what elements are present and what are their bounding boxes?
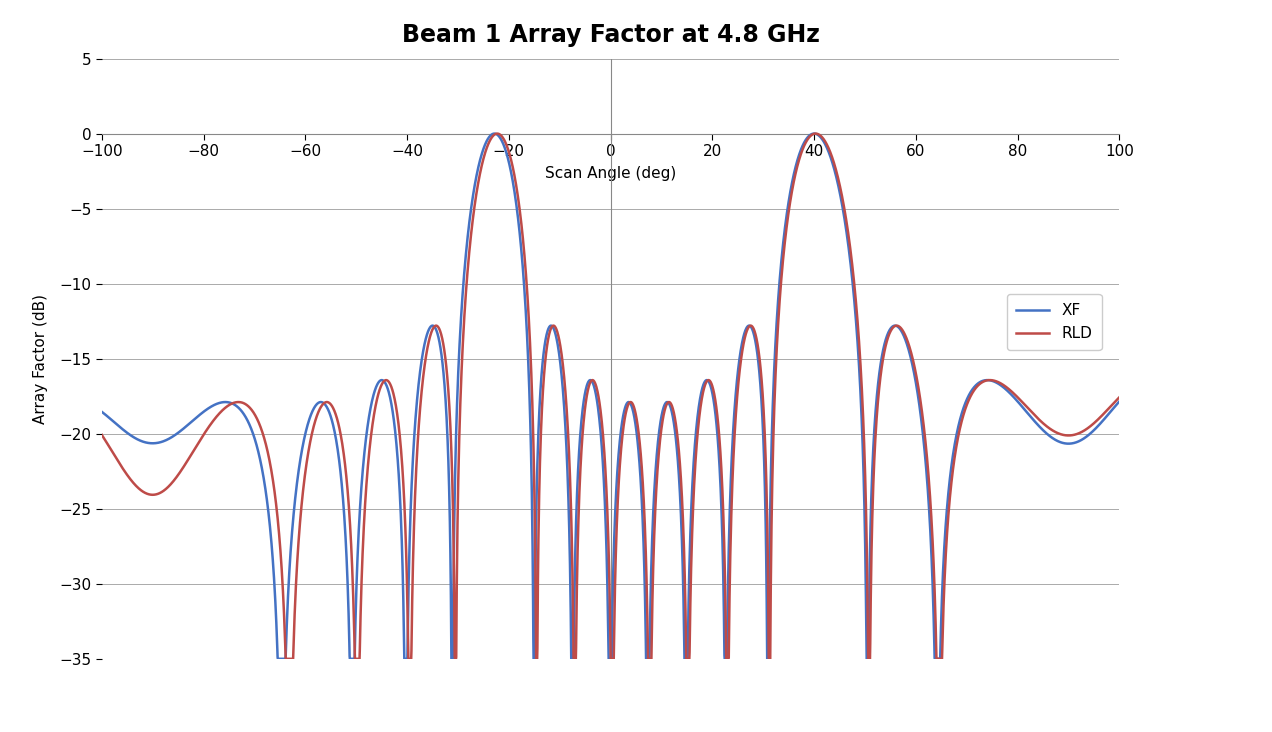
RLD [1030,414,1046,423]
XF [530,442,546,451]
XF [577,385,593,394]
XF [522,400,537,409]
RLD [490,129,505,138]
RLD [834,189,850,198]
XF [1112,397,1127,406]
Title: Beam 1 Array Factor at 4.8 GHz: Beam 1 Array Factor at 4.8 GHz [402,23,819,47]
XF [1081,430,1096,439]
XF [270,654,285,663]
RLD [279,654,294,663]
Line: XF: XF [102,133,1119,659]
Line: RLD: RLD [102,133,1119,659]
XF [1030,421,1046,430]
XF [487,129,502,138]
RLD [577,398,593,407]
RLD [1112,393,1127,402]
RLD [1081,423,1096,432]
RLD [530,578,546,586]
XF [94,408,109,417]
Y-axis label: Array Factor (dB): Array Factor (dB) [33,294,48,424]
Legend: XF, RLD: XF, RLD [1006,294,1102,351]
RLD [94,430,109,439]
XF [834,197,850,206]
RLD [522,333,537,342]
X-axis label: Scan Angle (deg): Scan Angle (deg) [544,166,677,181]
